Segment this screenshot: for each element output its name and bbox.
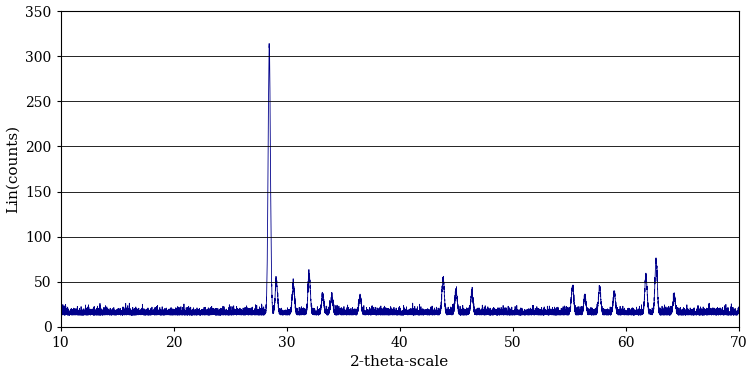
X-axis label: 2-theta-scale: 2-theta-scale [350, 356, 450, 369]
Y-axis label: Lin(counts): Lin(counts) [5, 125, 20, 213]
